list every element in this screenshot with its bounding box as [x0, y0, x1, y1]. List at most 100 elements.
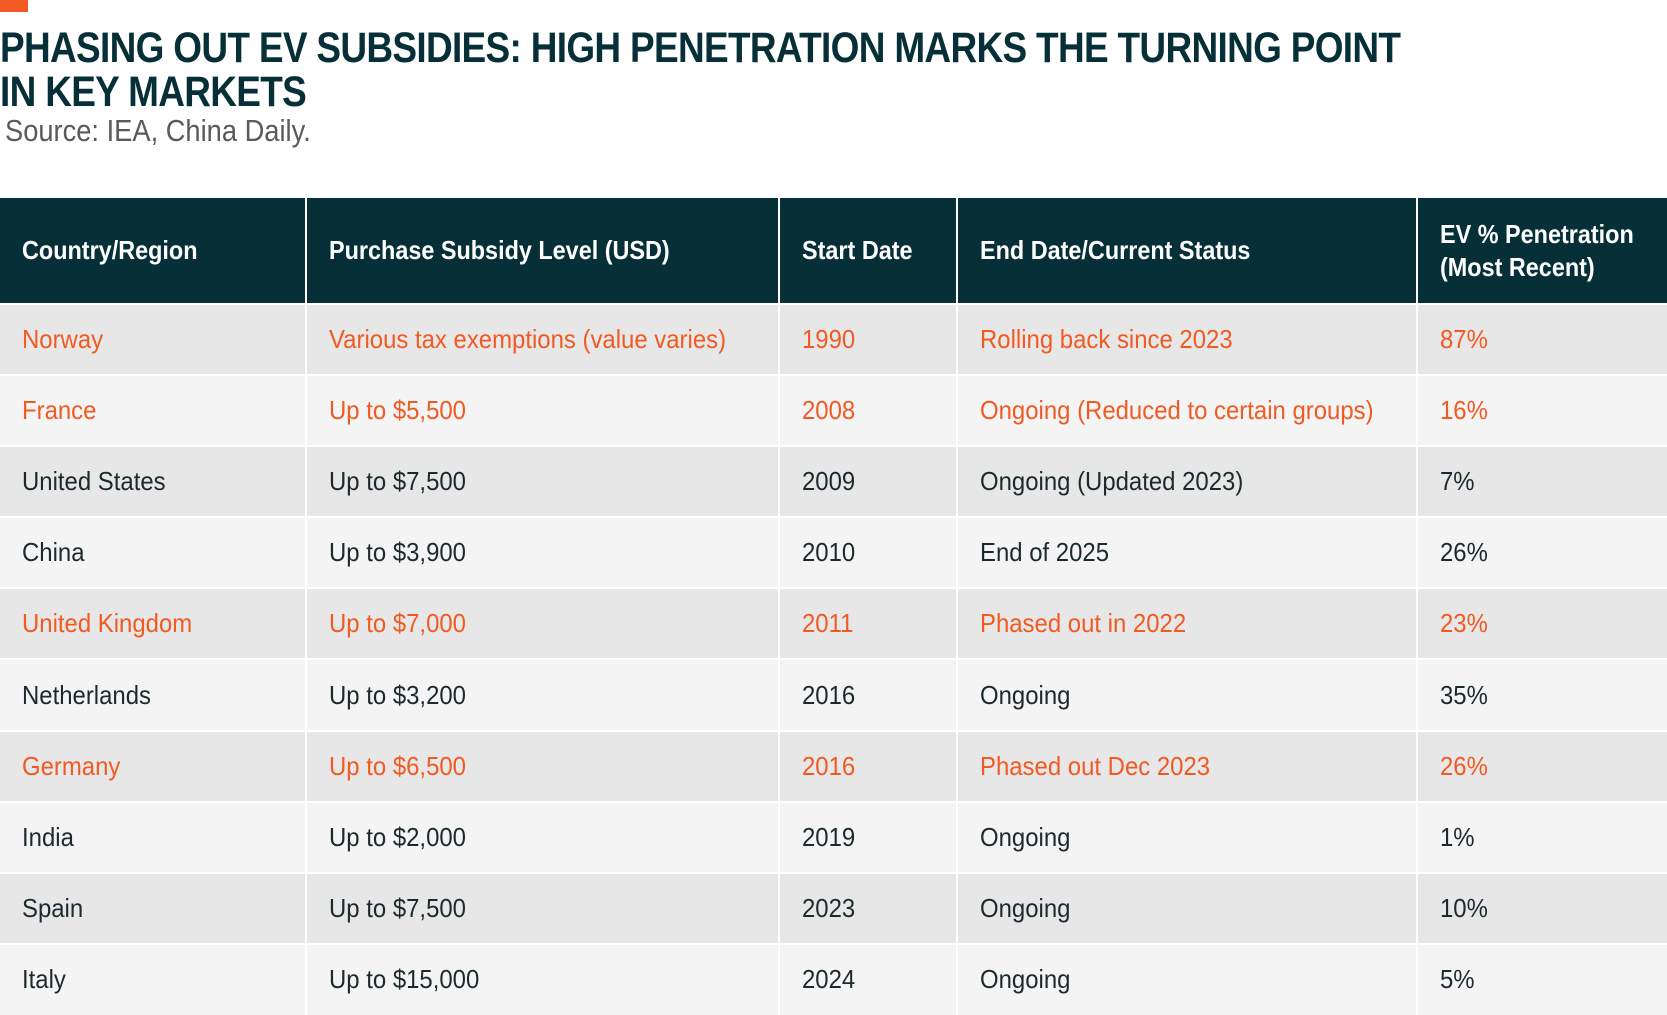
cell-country-region: United Kingdom: [0, 587, 307, 660]
column-header-start-date: Start Date: [779, 198, 958, 304]
cell-ev-penetration: 35%: [1417, 658, 1667, 731]
accent-tab: [0, 0, 28, 12]
cell-value: End of 2025: [980, 537, 1110, 568]
cell-value: United States: [22, 466, 166, 497]
column-header-label: EV % Penetration (Most Recent): [1440, 218, 1634, 282]
cell-start-date: 2016: [779, 729, 958, 802]
cell-value: 2016: [802, 750, 856, 781]
cell-value: Ongoing: [980, 679, 1071, 710]
cell-subsidy-level: Up to $6,500: [306, 729, 780, 802]
header-row: Country/Region Purchase Subsidy Level (US…: [0, 198, 1667, 304]
cell-start-date: 2008: [779, 374, 958, 447]
cell-start-date: 2010: [779, 516, 958, 589]
cell-ev-penetration: 23%: [1417, 587, 1667, 660]
cell-value: 5%: [1440, 964, 1475, 995]
table-row: Germany Up to $6,500 2016 Phased out Dec 20…: [0, 729, 1667, 802]
cell-start-date: 2019: [779, 800, 958, 873]
cell-start-date: 2011: [779, 587, 958, 660]
cell-start-date: 1990: [779, 302, 958, 376]
cell-value: Ongoing: [980, 821, 1071, 852]
cell-value: Ongoing: [980, 892, 1071, 923]
cell-value: 16%: [1440, 395, 1488, 426]
cell-country-region: France: [0, 374, 307, 447]
cell-value: Ongoing (Reduced to certain groups): [980, 395, 1374, 426]
cell-subsidy-level: Various tax exemptions (value varies): [306, 302, 780, 376]
column-header-label: End Date/Current Status: [980, 235, 1251, 265]
source-note: Source: IEA, China Daily.: [5, 113, 311, 148]
cell-end-status: Phased out in 2022: [957, 587, 1418, 660]
table-row: China Up to $3,900 2010 End of 2025 26%: [0, 516, 1667, 589]
cell-value: Italy: [22, 964, 66, 995]
cell-ev-penetration: 26%: [1417, 516, 1667, 589]
cell-subsidy-level: Up to $3,200: [306, 658, 780, 731]
column-header-end-status: End Date/Current Status: [957, 198, 1418, 304]
cell-value: 87%: [1440, 324, 1488, 355]
cell-ev-penetration: 1%: [1417, 800, 1667, 873]
chart-title-line-2: IN KEY MARKETS: [0, 68, 307, 116]
table-body: Norway Various tax exemptions (value vari…: [0, 302, 1667, 1015]
cell-ev-penetration: 10%: [1417, 871, 1667, 944]
cell-start-date: 2016: [779, 658, 958, 731]
cell-subsidy-level: Up to $3,900: [306, 516, 780, 589]
cell-value: 2011: [802, 608, 854, 639]
cell-value: Ongoing: [980, 964, 1071, 995]
cell-value: 2009: [802, 466, 856, 497]
cell-country-region: Norway: [0, 302, 307, 376]
cell-value: Up to $7,500: [329, 892, 466, 923]
cell-end-status: Phased out Dec 2023: [957, 729, 1418, 802]
table-row: Italy Up to $15,000 2024 Ongoing 5%: [0, 942, 1667, 1015]
cell-ev-penetration: 87%: [1417, 302, 1667, 376]
table-row: India Up to $2,000 2019 Ongoing 1%: [0, 800, 1667, 873]
table-row: United States Up to $7,500 2009 Ongoing (Up…: [0, 445, 1667, 518]
cell-value: 26%: [1440, 537, 1488, 568]
cell-value: 1%: [1440, 821, 1475, 852]
cell-subsidy-level: Up to $7,500: [306, 871, 780, 944]
cell-value: Up to $5,500: [329, 395, 466, 426]
column-header-country-region: Country/Region: [0, 198, 307, 304]
cell-ev-penetration: 16%: [1417, 374, 1667, 447]
cell-start-date: 2009: [779, 445, 958, 518]
column-header-label: Start Date: [802, 235, 913, 265]
table-row: United Kingdom Up to $7,000 2011 Phased out…: [0, 587, 1667, 660]
cell-value: Ongoing (Updated 2023): [980, 466, 1244, 497]
table-row: France Up to $5,500 2008 Ongoing (Reduced t…: [0, 374, 1667, 447]
cell-value: 2016: [802, 679, 856, 710]
table-row: Spain Up to $7,500 2023 Ongoing 10%: [0, 871, 1667, 944]
cell-end-status: End of 2025: [957, 516, 1418, 589]
cell-value: France: [22, 395, 97, 426]
cell-value: 23%: [1440, 608, 1488, 639]
cell-value: Up to $7,500: [329, 466, 466, 497]
column-header-label: Purchase Subsidy Level (USD): [329, 235, 670, 265]
cell-end-status: Rolling back since 2023: [957, 302, 1418, 376]
cell-end-status: Ongoing: [957, 942, 1418, 1015]
cell-value: Spain: [22, 892, 84, 923]
cell-value: Phased out Dec 2023: [980, 750, 1211, 781]
cell-subsidy-level: Up to $7,500: [306, 445, 780, 518]
cell-end-status: Ongoing: [957, 800, 1418, 873]
cell-start-date: 2024: [779, 942, 958, 1015]
chart-title-line-1: PHASING OUT EV SUBSIDIES: HIGH PENETRATI…: [0, 24, 1401, 72]
cell-value: Up to $15,000: [329, 964, 480, 995]
cell-value: 2008: [802, 395, 856, 426]
cell-value: India: [22, 821, 74, 852]
cell-value: 2010: [802, 537, 856, 568]
cell-country-region: Germany: [0, 729, 307, 802]
column-header-subsidy-level: Purchase Subsidy Level (USD): [306, 198, 780, 304]
cell-end-status: Ongoing (Updated 2023): [957, 445, 1418, 518]
cell-value: 1990: [802, 324, 856, 355]
cell-value: Up to $7,000: [329, 608, 466, 639]
cell-subsidy-level: Up to $15,000: [306, 942, 780, 1015]
cell-value: 26%: [1440, 750, 1488, 781]
cell-value: Germany: [22, 750, 121, 781]
cell-country-region: Italy: [0, 942, 307, 1015]
cell-value: 35%: [1440, 679, 1488, 710]
subsidy-table: Country/Region Purchase Subsidy Level (US…: [0, 198, 1667, 1015]
cell-value: Up to $6,500: [329, 750, 466, 781]
cell-value: Rolling back since 2023: [980, 324, 1233, 355]
cell-end-status: Ongoing (Reduced to certain groups): [957, 374, 1418, 447]
cell-value: 7%: [1440, 466, 1475, 497]
cell-value: China: [22, 537, 85, 568]
cell-end-status: Ongoing: [957, 871, 1418, 944]
cell-value: 2019: [802, 821, 856, 852]
cell-subsidy-level: Up to $7,000: [306, 587, 780, 660]
